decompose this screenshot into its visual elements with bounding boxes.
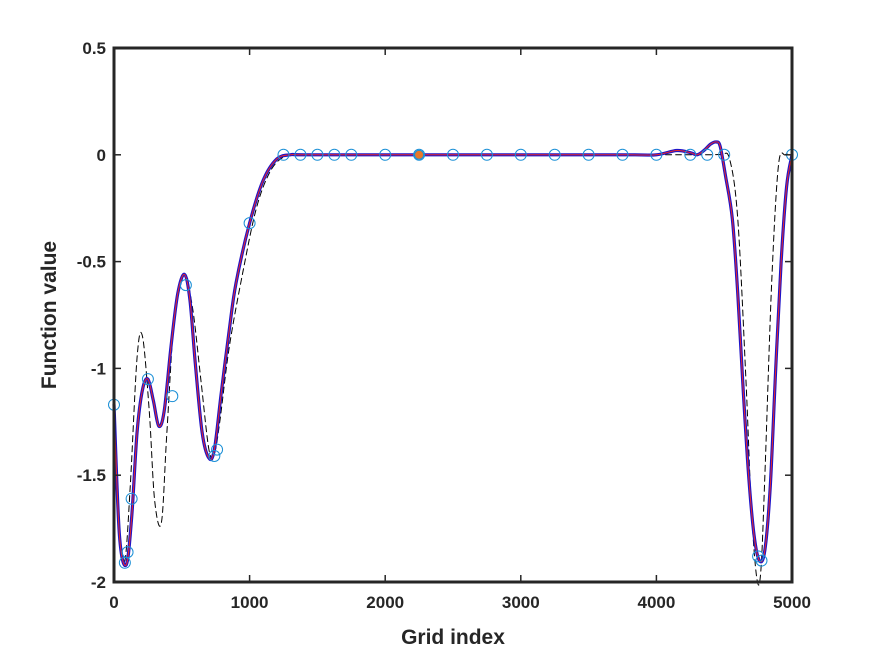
data-point-marker	[650, 148, 663, 161]
data-point-marker	[379, 148, 392, 161]
x-tick-label: 0	[109, 593, 118, 612]
data-point-marker	[755, 554, 768, 567]
x-tick-label: 5000	[773, 593, 811, 612]
ticks-layer	[113, 47, 793, 583]
y-tick-label: -2	[91, 573, 106, 592]
data-point-marker	[166, 390, 179, 403]
x-tick-label: 3000	[502, 593, 540, 612]
series-layer	[112, 140, 794, 586]
highlight-point	[414, 149, 425, 160]
marker-layer	[108, 148, 798, 569]
y-tick-label: 0.5	[82, 39, 106, 58]
data-point-marker	[752, 550, 765, 563]
x-tick-label: 1000	[231, 593, 269, 612]
data-point-marker	[447, 148, 459, 161]
data-point-marker	[141, 373, 154, 386]
data-point-marker	[277, 148, 290, 161]
data-point-marker	[718, 148, 731, 161]
plot-background	[114, 48, 792, 582]
series-line-1	[113, 152, 793, 586]
x-tick-label: 2000	[366, 593, 404, 612]
y-tick-label: 0	[97, 146, 106, 165]
data-point-marker	[125, 492, 138, 505]
data-point-marker	[208, 449, 221, 462]
data-point-marker	[243, 217, 256, 230]
data-point-marker	[548, 148, 561, 161]
plot-frame	[112, 46, 794, 584]
x-tick-label: 4000	[637, 593, 675, 612]
data-point-marker	[121, 546, 134, 559]
data-point-marker	[294, 148, 307, 161]
data-point-marker	[480, 148, 493, 161]
x-axis-label: Grid index	[401, 626, 505, 649]
data-point-marker	[311, 148, 324, 161]
data-point-marker	[514, 148, 527, 161]
data-point-marker	[328, 148, 341, 161]
data-point-marker	[684, 148, 697, 161]
data-point-marker	[582, 148, 595, 161]
y-tick-label: -1	[91, 359, 106, 378]
data-point-marker	[616, 148, 629, 161]
y-tick-label: -0.5	[77, 253, 106, 272]
tick-labels-layer: 0 1000 2000 3000 4000 5000 0.5 0 -0.5 -1 -1.5 -2	[77, 39, 811, 612]
y-tick-label: -1.5	[77, 466, 106, 485]
y-axis-label: Function value	[38, 241, 61, 389]
series-line-3	[113, 141, 793, 567]
highlight-layer	[414, 149, 425, 160]
data-point-marker	[345, 148, 358, 161]
data-point-marker	[413, 148, 426, 161]
data-point-marker	[701, 148, 714, 161]
plot-area	[114, 48, 792, 582]
data-point-marker	[211, 443, 224, 456]
data-point-marker	[179, 279, 192, 292]
